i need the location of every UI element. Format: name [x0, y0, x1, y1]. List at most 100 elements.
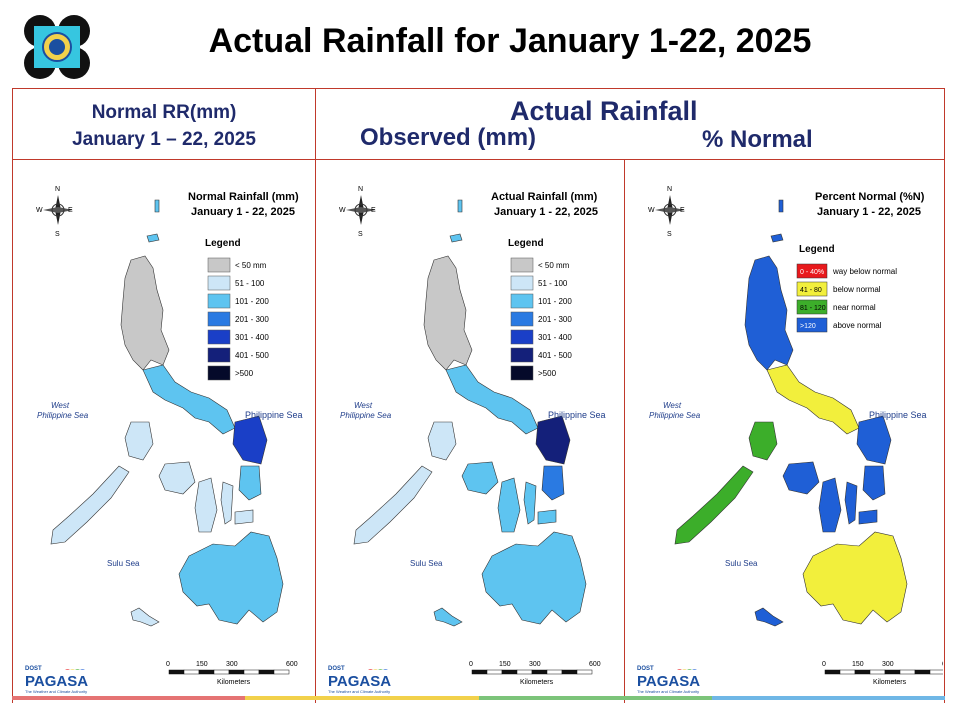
brand-umbrella-icon	[368, 669, 373, 670]
legend-item-label: above normal	[833, 321, 882, 330]
legend-title: Legend	[799, 244, 835, 255]
west-sea-label-2: Philippine Sea	[37, 411, 89, 420]
brand-umbrella-icon	[383, 669, 388, 670]
compass-rose: N S E W	[36, 186, 73, 238]
legend-swatch-label: >120	[800, 323, 816, 330]
brand-umbrella-icon	[65, 669, 70, 670]
brand-name: PAGASA	[637, 673, 700, 690]
compass-w-label: W	[339, 207, 346, 214]
island-leyte	[541, 465, 565, 501]
legend-swatch	[510, 257, 534, 273]
legend-item-label: < 50 mm	[235, 261, 267, 270]
legend: Legend 0 - 40% way below normal 41 - 80 belo…	[796, 244, 897, 333]
legend-title: Legend	[205, 238, 241, 249]
brand-top-label: DOST	[637, 666, 654, 672]
scale-tick-label: 300	[226, 661, 238, 668]
island-samar	[856, 415, 892, 465]
brand-umbrella-icon	[80, 669, 85, 670]
legend-swatch	[207, 257, 231, 273]
island-mindoro	[427, 421, 457, 461]
scale-tick-label: 0	[822, 661, 826, 668]
scale-unit-label: Kilometers	[217, 679, 251, 686]
legend-item-label: < 50 mm	[538, 261, 570, 270]
island-batanes	[457, 199, 463, 213]
brand-umbrella-icon	[378, 669, 383, 670]
scale-segment	[198, 669, 215, 675]
legend-swatch-label: 0 - 40%	[800, 269, 824, 276]
legend-item-label: near normal	[833, 303, 876, 312]
legend-item-label: 101 - 200	[538, 297, 572, 306]
east-sea-label: Philippine Sea	[548, 410, 606, 420]
island-palawan	[353, 465, 433, 545]
legend-item-label: >500	[538, 369, 557, 378]
scale-tick-label: 300	[529, 661, 541, 668]
legend-item-label: 51 - 100	[538, 279, 568, 288]
scale-segment	[854, 669, 871, 675]
island-luzonS	[142, 364, 236, 435]
legend-item-label: 301 - 400	[538, 333, 572, 342]
legend-swatch	[207, 293, 231, 309]
compass-s-label: S	[358, 231, 363, 238]
west-sea-label-2: Philippine Sea	[649, 411, 701, 420]
compass-rose: N S E W	[648, 186, 685, 238]
scale-segment	[531, 669, 548, 675]
brand-umbrella-icon	[682, 669, 687, 670]
percent-normal-panel: N S E W Percent Normal (%N) January 1 - 22, 2…	[624, 160, 945, 703]
island-bohol	[234, 509, 254, 525]
scale-segment	[168, 669, 185, 675]
west-sea-label-1: West	[663, 401, 682, 410]
island-luzonN	[744, 255, 794, 371]
island-negros	[194, 477, 218, 533]
compass-e-label: E	[68, 207, 73, 214]
compass-s-label: S	[55, 231, 60, 238]
scale-segment	[258, 669, 275, 675]
brand-name: PAGASA	[25, 673, 88, 690]
scale-segment	[546, 669, 563, 675]
legend-swatch	[796, 299, 828, 315]
island-samar	[535, 415, 571, 465]
scale-tick-label: 600	[286, 661, 298, 668]
scale-segment	[471, 669, 488, 675]
observed-header: Observed (mm)	[360, 124, 537, 151]
legend-item-label: 301 - 400	[235, 333, 269, 342]
scale-segment	[914, 669, 931, 675]
scale-segment	[884, 669, 901, 675]
page-title: Actual Rainfall for January 1-22, 2025	[208, 22, 812, 60]
scale-segment	[839, 669, 856, 675]
scale-segment	[561, 669, 578, 675]
percent-normal-map: N S E W Percent Normal (%N) January 1 - 22, 2…	[637, 186, 943, 694]
scale-segment	[486, 669, 503, 675]
islands	[353, 199, 587, 627]
scale-segment	[929, 669, 943, 675]
footer-colorbar-segment	[245, 696, 479, 700]
island-palawan	[674, 465, 754, 545]
map-title: Percent Normal (%N)	[815, 191, 925, 203]
normal-rainfall-map: N S E W Normal Rainfall (mm) January 1 - 22, …	[25, 186, 303, 694]
island-mindoro	[748, 421, 778, 461]
legend-swatch-label: 41 - 80	[800, 287, 822, 294]
island-babuyan	[770, 233, 784, 243]
island-panay	[158, 461, 196, 495]
island-sulu	[433, 607, 463, 627]
legend-swatch	[207, 275, 231, 291]
compass-needle	[346, 207, 376, 213]
scale-unit-label: Kilometers	[520, 679, 554, 686]
east-sea-label: Philippine Sea	[245, 410, 303, 420]
actual-header: Actual Rainfall	[510, 96, 698, 126]
scale-tick-label: 150	[196, 661, 208, 668]
east-sea-label: Philippine Sea	[869, 410, 927, 420]
scale-tick-label: 150	[499, 661, 511, 668]
west-sea-label-1: West	[51, 401, 70, 410]
scale-segment	[243, 669, 260, 675]
island-leyte	[238, 465, 262, 501]
island-luzonN	[120, 255, 170, 371]
actual-rainfall-map: N S E W Actual Rainfall (mm) January 1 - 22, …	[328, 186, 606, 694]
compass-ring	[51, 203, 65, 217]
brand-tagline: The Weather and Climate Authority	[328, 689, 390, 694]
brand-umbrella-icon	[692, 669, 697, 670]
legend-item-label: 101 - 200	[235, 297, 269, 306]
brand-umbrella-icon	[677, 669, 682, 670]
island-batanes	[154, 199, 160, 213]
scale-tick-label: 0	[166, 661, 170, 668]
island-cebu	[220, 481, 234, 525]
